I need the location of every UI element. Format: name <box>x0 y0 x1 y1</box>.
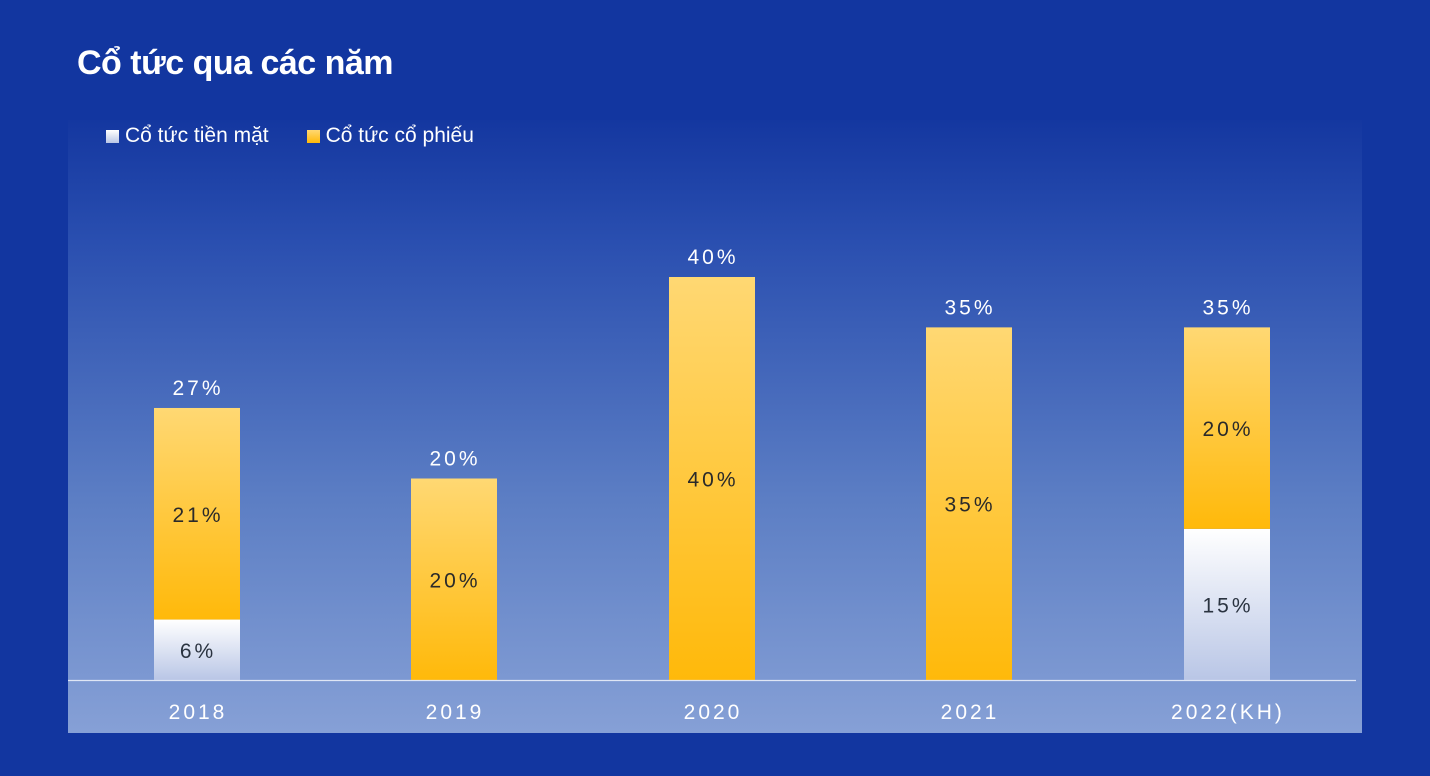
bar-label-cash-2018: 6% <box>180 640 216 663</box>
bar-label-stock-2018: 21% <box>172 504 223 527</box>
x-tick-label-2020: 2020 <box>684 701 743 724</box>
bar-label-stock-2022(KH): 20% <box>1202 418 1253 441</box>
total-label-2018: 27% <box>172 377 223 400</box>
total-label-2022(KH): 35% <box>1202 296 1253 319</box>
total-label-2020: 40% <box>687 246 738 269</box>
x-tick-label-2021: 2021 <box>941 701 1000 724</box>
x-tick-label-2018: 2018 <box>169 701 228 724</box>
total-label-2019: 20% <box>429 448 480 471</box>
bar-label-stock-2019: 20% <box>429 569 480 592</box>
total-label-2021: 35% <box>944 296 995 319</box>
bar-label-stock-2021: 35% <box>944 494 995 517</box>
x-tick-label-2022(KH): 2022(KH) <box>1171 701 1285 724</box>
bar-label-stock-2020: 40% <box>687 469 738 492</box>
x-tick-label-2019: 2019 <box>426 701 485 724</box>
bar-label-cash-2022(KH): 15% <box>1202 594 1253 617</box>
